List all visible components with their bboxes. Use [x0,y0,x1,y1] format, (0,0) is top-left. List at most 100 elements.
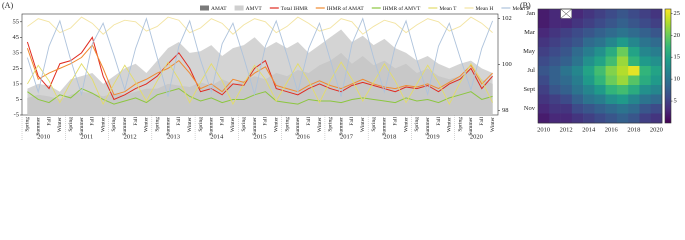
x-tick-label: Winter [144,117,150,132]
heat-cell [605,94,618,105]
heat-cell [616,37,629,48]
heat-cell [549,37,561,48]
row-label: Sept [523,86,535,93]
group-label: 2016 [297,133,311,140]
heat-cell [628,104,640,114]
column-label: 2018 [627,126,640,133]
heat-cell [639,37,652,48]
heat-cell [628,113,640,124]
heat-cell [616,28,629,38]
x-tick-label: Fall [133,117,139,126]
heat-cell [594,66,606,76]
heat-cell [571,47,584,57]
x-tick-label: Fall [263,117,269,126]
heat-cell [560,66,573,76]
heat-cell [605,75,618,86]
legend-label: IHMR of AMAT [327,5,365,12]
x-tick-label: Fall [219,117,225,126]
group-label: 2019 [427,133,440,140]
x-tick-label: Spring [284,117,290,132]
heat-cell [594,56,606,67]
heat-cell [571,9,584,19]
x-tick-label: Spring [371,117,377,132]
x-tick-label: Spring [154,117,160,132]
x-tick-label: Summer [79,117,85,136]
heat-cell [605,113,618,124]
y2-tick-label: 100 [502,61,512,68]
x-tick-label: Summer [338,117,344,136]
heat-cell [639,85,652,95]
x-tick-label: Summer [468,117,474,136]
heat-cell [571,94,584,105]
x-tick-label: Winter [230,117,236,132]
legend-label: Mean P [512,6,529,12]
legend-label: AMVT [246,6,263,12]
heat-cell [594,104,606,114]
heat-cell [650,66,663,76]
colorbar-tick-label: 15 [674,54,681,61]
heat-cell [594,85,606,95]
heat-cell [594,18,606,29]
group-label: 2014 [210,133,224,140]
heat-cell [583,85,595,95]
x-tick-label: Winter [403,117,409,132]
heat-cell [538,47,550,57]
heat-cell [560,94,573,105]
row-label: May [523,48,536,55]
panel-label: (A) [2,1,13,10]
heat-cell [639,56,652,67]
heat-cell [639,9,652,19]
x-tick-label: Spring [414,117,420,132]
heat-cell [616,104,629,114]
heat-cell [650,113,663,124]
heat-cell [583,9,595,19]
panel-label: (B) [520,1,531,10]
heat-cell [628,66,640,76]
heat-cell [639,113,652,124]
heat-cell [639,94,652,105]
heat-cell [628,75,640,86]
heat-cell [549,113,561,124]
x-tick-label: Winter [187,117,193,132]
heat-cell [605,9,618,19]
x-tick-label: Spring [328,117,334,132]
heat-cell [583,47,595,57]
heat-cell [549,66,561,76]
y2-tick-label: 98 [502,107,509,114]
x-tick-label: Winter [273,117,279,132]
heat-cell [538,18,550,29]
heat-cell [605,85,618,95]
heatmap-frame [537,8,663,124]
heat-cell [639,75,652,86]
x-tick-label: Spring [25,117,31,132]
heat-cell [549,75,561,86]
y-tick-label: 55 [13,18,20,25]
heat-cell [538,113,550,124]
y-tick-label: 35 [13,49,20,56]
heat-cell [616,85,629,95]
heat-cell [650,75,663,86]
heat-cell [639,28,652,38]
heat-cell [650,94,663,105]
heat-cell [549,9,561,19]
missing-cross [560,8,572,19]
group-label: 2015 [254,133,267,140]
x-tick-label: Fall [436,117,442,126]
heat-cell [549,56,561,67]
x-tick-label: Winter [100,117,106,132]
heat-cell [594,47,606,57]
heat-cell [594,37,606,48]
x-tick-label: Fall [306,117,312,126]
heat-cell [538,28,550,38]
heat-cell [594,28,606,38]
heat-cell [605,18,618,29]
heat-cell [549,85,561,95]
heat-cell [650,37,663,48]
heat-cell [571,85,584,95]
x-tick-label: Winter [317,117,323,132]
heat-cell [538,104,550,114]
heat-cell [594,75,606,86]
heat-cell [594,94,606,105]
heat-cell [583,28,595,38]
heat-cell [650,18,663,29]
